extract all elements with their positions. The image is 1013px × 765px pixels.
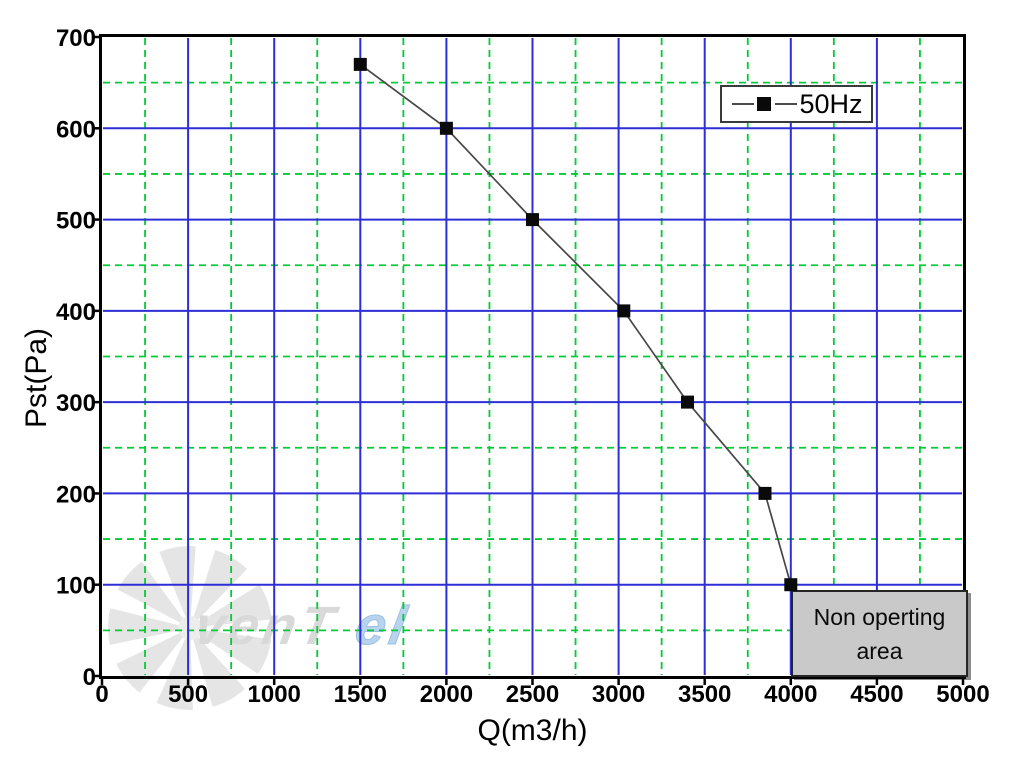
svg-text:200: 200 xyxy=(56,481,96,508)
legend-line-segment xyxy=(732,103,755,105)
svg-text:1500: 1500 xyxy=(334,681,387,708)
x-axis-title: Q(m3/h) xyxy=(477,714,588,747)
legend: 50Hz xyxy=(720,85,873,123)
legend-label: 50Hz xyxy=(799,88,863,119)
svg-text:1000: 1000 xyxy=(248,681,301,708)
svg-text:4500: 4500 xyxy=(850,681,903,708)
x-tick-labels: 0 500 1000 1500 2000 2500 3000 3500 4000 4500 5000 xyxy=(95,681,989,708)
svg-text:400: 400 xyxy=(56,299,96,326)
svg-text:3500: 3500 xyxy=(678,681,731,708)
legend-square-marker xyxy=(757,97,772,111)
svg-text:0: 0 xyxy=(83,664,96,691)
svg-text:3000: 3000 xyxy=(592,681,645,708)
y-tick-labels: 0 100 200 300 400 500 600 700 xyxy=(56,25,96,691)
svg-text:2000: 2000 xyxy=(420,681,473,708)
svg-text:0: 0 xyxy=(95,681,108,708)
svg-text:600: 600 xyxy=(56,116,96,143)
legend-line-segment xyxy=(775,103,798,105)
non-operating-area-box: Non operting area xyxy=(791,590,968,677)
svg-text:700: 700 xyxy=(56,25,96,52)
svg-text:500: 500 xyxy=(168,681,208,708)
svg-text:4000: 4000 xyxy=(764,681,817,708)
svg-text:100: 100 xyxy=(56,573,96,600)
svg-text:300: 300 xyxy=(56,390,96,417)
legend-line-marker-icon xyxy=(730,96,798,112)
watermark-logo-text: venT el xyxy=(190,595,415,656)
watermark-part-gray: venT xyxy=(190,595,343,656)
non-operating-area-line2: area xyxy=(856,637,903,664)
svg-text:5000: 5000 xyxy=(936,681,989,708)
svg-text:500: 500 xyxy=(56,208,96,235)
y-axis-title: Pst(Pa) xyxy=(20,327,53,429)
non-operating-area-line1: Non operting xyxy=(813,603,946,630)
plot-border xyxy=(99,34,966,679)
svg-text:2500: 2500 xyxy=(506,681,559,708)
